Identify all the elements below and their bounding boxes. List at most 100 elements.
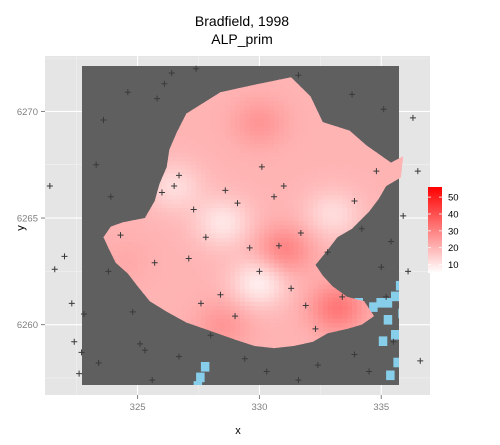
surface-cell — [200, 233, 207, 238]
surface-cell — [137, 262, 144, 268]
surface-cell — [249, 194, 256, 200]
surface-cell — [269, 318, 275, 324]
surface-cell — [386, 177, 392, 183]
surface-cell — [342, 301, 348, 307]
surface-cell — [171, 215, 178, 221]
surface-cell — [274, 169, 280, 174]
surface-cell — [205, 271, 212, 277]
surface-cell — [269, 88, 275, 93]
surface-cell — [264, 305, 270, 311]
surface-cell — [264, 237, 270, 243]
surface-cell — [244, 88, 251, 93]
water-cell — [200, 362, 210, 372]
surface-cell — [332, 288, 338, 294]
sample-point — [151, 259, 158, 266]
surface-cell — [308, 169, 314, 174]
surface-cell — [361, 177, 368, 183]
surface-cell — [215, 198, 222, 204]
surface-cell — [278, 262, 285, 268]
surface-cell — [254, 126, 261, 132]
surface-cell — [313, 318, 319, 324]
surface-cell — [332, 305, 338, 311]
surface-cell — [200, 203, 207, 208]
surface-cell — [342, 228, 348, 234]
surface-cell — [366, 207, 373, 213]
surface-cell — [239, 292, 246, 298]
surface-cell — [293, 190, 299, 196]
surface-cell — [303, 207, 309, 213]
surface-cell — [308, 109, 314, 115]
surface-cell — [274, 267, 280, 272]
surface-cell — [162, 186, 168, 191]
surface-cell — [288, 262, 295, 268]
surface-cell — [113, 233, 119, 238]
surface-cell — [361, 301, 368, 307]
surface-cell — [200, 215, 207, 221]
surface-cell — [288, 88, 295, 93]
surface-cell — [293, 326, 299, 332]
surface-cell — [152, 237, 158, 243]
surface-cell — [332, 169, 338, 174]
surface-cell — [264, 301, 270, 307]
surface-cell — [225, 207, 231, 213]
surface-cell — [288, 331, 295, 336]
surface-cell — [191, 296, 197, 302]
surface-cell — [332, 224, 338, 230]
surface-cell — [274, 151, 280, 157]
surface-cell — [264, 233, 270, 238]
surface-cell — [186, 220, 192, 226]
surface-cell — [186, 169, 192, 174]
surface-cell — [137, 233, 144, 238]
surface-cell — [337, 169, 343, 174]
surface-cell — [191, 147, 197, 153]
surface-cell — [337, 228, 343, 234]
surface-cell — [308, 117, 314, 123]
surface-cell — [259, 122, 265, 127]
surface-cell — [288, 245, 295, 251]
surface-cell — [230, 250, 236, 255]
surface-cell — [347, 194, 353, 200]
surface-cell — [181, 173, 187, 179]
surface-cell — [176, 151, 183, 157]
surface-cell — [366, 160, 373, 166]
surface-cell — [308, 309, 314, 315]
surface-cell — [283, 309, 290, 315]
surface-cell — [127, 262, 134, 268]
surface-cell — [376, 160, 382, 166]
surface-cell — [176, 143, 183, 149]
surface-cell — [298, 288, 304, 294]
surface-cell — [274, 105, 280, 110]
surface-cell — [132, 241, 139, 247]
surface-cell — [278, 181, 285, 187]
surface-cell — [264, 96, 270, 102]
surface-cell — [244, 275, 251, 281]
surface-cell — [157, 237, 163, 243]
surface-cell — [269, 134, 275, 140]
surface-cell — [288, 211, 295, 217]
surface-cell — [220, 296, 226, 302]
surface-cell — [283, 190, 290, 196]
surface-cell — [235, 122, 241, 127]
surface-cell — [191, 237, 197, 243]
surface-cell — [293, 117, 299, 123]
surface-cell — [249, 122, 256, 127]
surface-cell — [220, 322, 226, 328]
surface-cell — [332, 194, 338, 200]
surface-cell — [166, 173, 173, 179]
surface-cell — [347, 169, 353, 174]
surface-cell — [225, 271, 231, 277]
surface-cell — [361, 156, 368, 162]
surface-cell — [342, 198, 348, 204]
surface-cell — [123, 241, 129, 247]
surface-cell — [166, 151, 173, 157]
surface-cell — [244, 164, 251, 170]
sample-point — [190, 206, 197, 213]
sample-point — [95, 360, 102, 367]
surface-cell — [278, 88, 285, 93]
surface-cell — [205, 181, 212, 187]
surface-cell — [108, 224, 114, 230]
surface-cell — [322, 169, 329, 174]
surface-cell — [244, 177, 251, 183]
surface-cell — [269, 190, 275, 196]
surface-cell — [269, 169, 275, 174]
